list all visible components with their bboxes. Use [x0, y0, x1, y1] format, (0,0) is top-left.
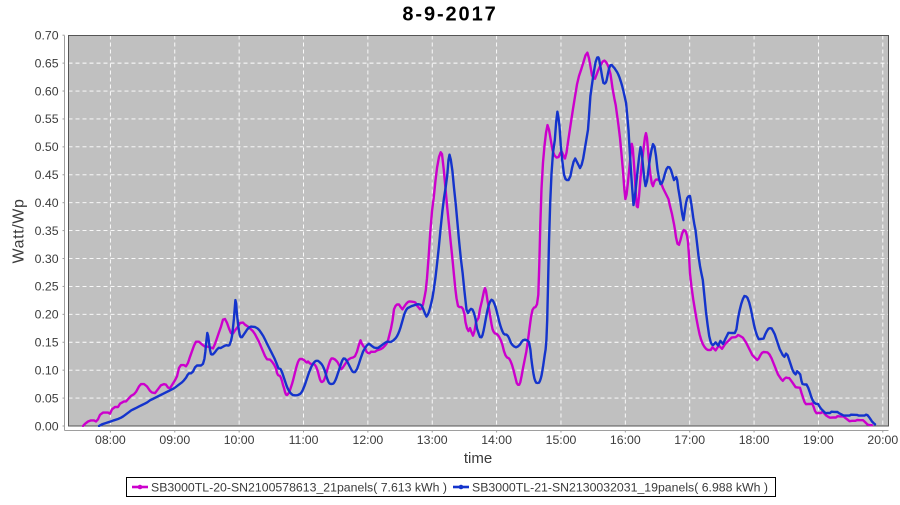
svg-text:SB3000TL-21-SN2130032031_19pan: SB3000TL-21-SN2130032031_19panels( 6.988…	[472, 481, 768, 495]
svg-text:0.35: 0.35	[35, 224, 59, 238]
svg-text:0.25: 0.25	[35, 280, 59, 294]
svg-text:0.20: 0.20	[35, 308, 59, 322]
svg-text:12:00: 12:00	[353, 433, 384, 447]
svg-text:time: time	[464, 450, 492, 467]
svg-text:14:00: 14:00	[481, 433, 512, 447]
svg-text:11:00: 11:00	[289, 433, 319, 447]
svg-text:13:00: 13:00	[417, 433, 448, 447]
svg-text:0.30: 0.30	[35, 252, 59, 266]
svg-text:SB3000TL-20-SN2100578613_21pan: SB3000TL-20-SN2100578613_21panels( 7.613…	[151, 481, 447, 495]
svg-text:0.05: 0.05	[35, 391, 59, 405]
svg-text:0.00: 0.00	[35, 419, 59, 433]
svg-text:0.50: 0.50	[35, 140, 59, 154]
svg-text:8-9-2017: 8-9-2017	[402, 4, 497, 26]
svg-text:0.65: 0.65	[35, 56, 59, 70]
svg-text:0.40: 0.40	[35, 196, 59, 210]
svg-text:15:00: 15:00	[546, 433, 577, 447]
svg-text:0.45: 0.45	[35, 168, 59, 182]
svg-text:0.10: 0.10	[35, 364, 59, 378]
svg-text:18:00: 18:00	[739, 433, 770, 447]
svg-text:0.55: 0.55	[35, 112, 59, 126]
svg-text:0.70: 0.70	[35, 29, 59, 43]
svg-text:19:00: 19:00	[803, 433, 834, 447]
svg-text:20:00: 20:00	[867, 433, 898, 447]
svg-text:0.60: 0.60	[35, 84, 59, 98]
svg-text:Watt/Wp: Watt/Wp	[11, 199, 28, 264]
svg-text:09:00: 09:00	[159, 433, 190, 447]
svg-text:08:00: 08:00	[95, 433, 126, 447]
svg-text:16:00: 16:00	[610, 433, 641, 447]
svg-text:17:00: 17:00	[674, 433, 705, 447]
svg-text:0.15: 0.15	[35, 336, 59, 350]
svg-text:10:00: 10:00	[224, 433, 255, 447]
